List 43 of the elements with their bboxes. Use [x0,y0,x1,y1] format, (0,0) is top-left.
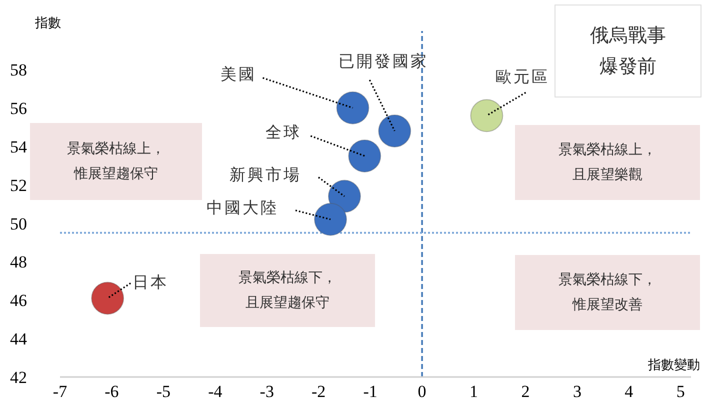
point [328,180,361,213]
x-tick-label: 3 [572,382,582,402]
text: 美國 [220,65,257,84]
x-tick-label: -1 [363,382,378,402]
series-label: 新興市場 [229,166,302,184]
text: 已開發國家 [338,52,429,70]
annotation: 景氣榮枯線上，惟展望趨保守 [67,140,165,182]
y-tick-label: 48 [10,252,27,272]
point [336,91,370,124]
y-tick-label: 54 [10,137,28,156]
y-tick-label: 46 [10,291,27,310]
series-label: 歐元區 [496,69,550,86]
x-tick-label: -7 [52,382,68,402]
point [314,202,347,236]
y-tick-label: 58 [10,60,27,80]
x-tick-label: 5 [676,382,685,402]
y-tick-label: 50 [10,214,27,234]
x-axis-title: 指數變動 [647,357,700,372]
x-tick-label: 0 [418,382,426,402]
point [470,99,504,132]
x-tick-label: -2 [312,382,326,402]
text: 全球 [266,123,302,142]
x-tick-label: 4 [624,382,634,402]
text: 中國大陸 [206,198,278,217]
x-tick-label: -3 [260,382,274,402]
annotation: 景氣榮枯線下，且展望趨保守 [238,270,336,310]
text: 俄烏戰事爆發前 [590,25,666,77]
x-tick-label: -4 [208,382,223,402]
y-axis-title: 指數 [34,15,61,30]
x-tick-label: 1 [470,382,478,402]
y-tick-label: 52 [10,176,27,195]
x-tick-label: 2 [521,382,530,402]
annotation: 景氣榮枯線下，惟展望改善 [558,272,656,312]
point [348,139,382,172]
y-tick-label: 44 [10,330,28,349]
point [378,114,412,148]
x-tick-label: -5 [156,382,171,402]
y-tick-label: 42 [10,368,27,388]
x-tick-label: -6 [104,382,119,402]
point [91,282,124,315]
annotation: 景氣榮枯線上，且展望樂觀 [558,142,656,182]
series-label: 日本 [132,274,169,292]
y-tick-label: 56 [10,98,27,118]
